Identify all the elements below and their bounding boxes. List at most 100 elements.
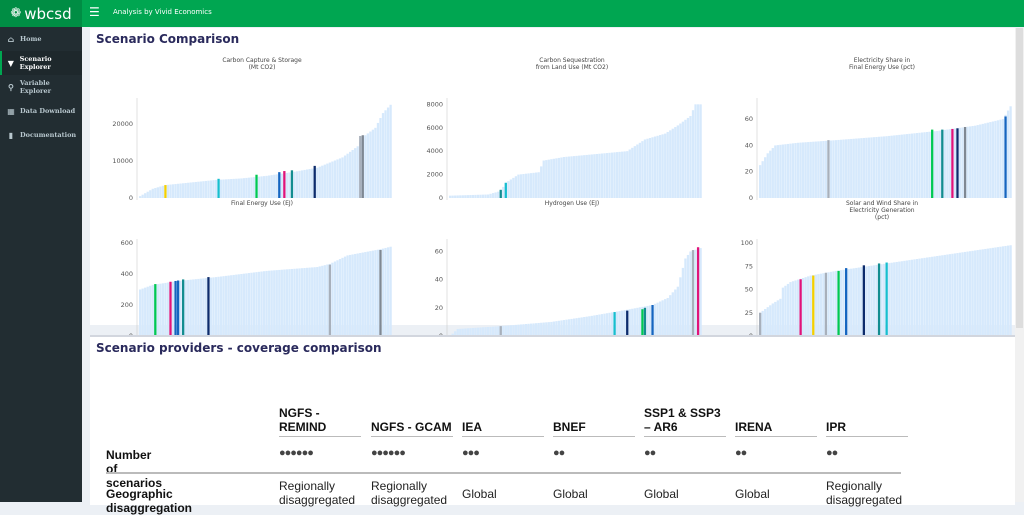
bar: [540, 322, 543, 336]
bar: [567, 156, 571, 198]
y-tick-label: 100: [741, 239, 753, 247]
book-icon: ▮: [8, 130, 14, 140]
bar: [588, 154, 591, 198]
bar: [888, 263, 891, 336]
chart-title: (Mt CO2): [249, 64, 276, 71]
bar: [766, 307, 769, 336]
chart-5[interactable]: Hydrogen Use (EJ) 0 20 40 60: [407, 193, 707, 353]
bar: [575, 318, 578, 336]
bar: [376, 249, 380, 336]
bar: [794, 143, 797, 198]
bar: [774, 301, 777, 336]
scrollbar[interactable]: [1015, 28, 1024, 502]
bar: [486, 326, 490, 336]
sidebar-item-scenario-explorer[interactable]: ▼ Scenario Explorer: [0, 51, 82, 75]
bar: [989, 248, 992, 336]
bar: [232, 274, 235, 336]
sidebar-item-label: Scenario Explorer: [19, 55, 52, 71]
bar: [479, 194, 482, 198]
bar: [968, 251, 972, 336]
bar: [204, 180, 208, 198]
scenario-count-dots: ●●: [644, 447, 656, 459]
bar: [273, 270, 276, 336]
geography-cell: Regionally disaggregated: [371, 479, 448, 507]
hamburger-menu-icon[interactable]: ☰: [89, 5, 100, 19]
y-tick-label: 600: [121, 239, 133, 247]
bar: [481, 327, 485, 336]
bar: [979, 249, 982, 336]
bar: [331, 262, 334, 336]
bar: [268, 270, 271, 336]
chart-2[interactable]: Carbon Sequestration from Land Use (Mt CO…: [407, 50, 707, 210]
chart-6[interactable]: Solar and Wind Share in Electricity Gener…: [717, 193, 1017, 353]
bar: [653, 303, 657, 336]
bar: [497, 191, 500, 198]
scrollbar-thumb[interactable]: [1016, 28, 1023, 328]
bar: [560, 157, 563, 198]
bar: [570, 156, 573, 198]
bar: [354, 148, 357, 198]
bar: [631, 147, 634, 198]
bar: [893, 135, 896, 198]
bar: [459, 195, 462, 198]
bar: [474, 194, 477, 198]
bar: [466, 328, 469, 336]
bar: [689, 251, 692, 336]
bar: [870, 137, 873, 198]
bar: [664, 133, 667, 198]
table-icon: ▦: [7, 106, 15, 116]
bar: [694, 249, 697, 336]
chart-1[interactable]: Carbon Capture & Storage (Mt CO2) 0 10000 20…: [97, 50, 397, 210]
bar: [648, 138, 652, 198]
sidebar-item-home[interactable]: ⌂ Home: [0, 27, 82, 51]
chart-3[interactable]: Electricity Share in Final Energy Use (pc…: [717, 50, 1017, 210]
bar: [474, 327, 477, 336]
bar: [895, 135, 898, 198]
bar: [598, 153, 601, 198]
sidebar-item-variable-explorer[interactable]: ⚲ Variable Explorer: [0, 75, 82, 99]
bar: [976, 250, 979, 336]
bar: [336, 159, 339, 198]
bar: [802, 142, 805, 198]
sidebar-item-documentation[interactable]: ▮ Documentation: [0, 123, 82, 147]
bar: [532, 323, 535, 336]
sidebar-item-data-download[interactable]: ▦ Data Download: [0, 99, 82, 123]
bar: [555, 158, 558, 198]
bar: [149, 285, 152, 336]
section-title: Scenario providers - coverage comparison: [96, 341, 382, 355]
bar: [316, 267, 319, 336]
bar: [262, 271, 266, 336]
bar: [476, 194, 480, 198]
bar: [933, 131, 936, 198]
bar: [915, 258, 919, 336]
bar: [827, 272, 830, 336]
bar: [354, 253, 357, 336]
bar: [981, 123, 984, 198]
bar: [466, 195, 469, 198]
geography-cell: Global: [462, 487, 497, 501]
bar: [839, 270, 843, 336]
bar: [459, 328, 462, 336]
bar: [759, 165, 762, 198]
bar: [570, 318, 573, 336]
bar: [595, 153, 599, 198]
bar: [898, 261, 901, 336]
bar: [311, 267, 314, 336]
bar: [552, 158, 556, 198]
bar: [590, 154, 593, 198]
bar: [384, 110, 387, 198]
bar: [293, 268, 296, 336]
bar: [252, 177, 256, 198]
bar: [547, 159, 550, 198]
bar: [1009, 106, 1012, 198]
bar: [305, 267, 309, 336]
bar: [149, 190, 152, 198]
bar: [628, 309, 631, 336]
bar: [943, 129, 946, 198]
provider-column-header: SSP1 & SSP3 – AR6: [644, 405, 726, 437]
bar: [235, 274, 238, 336]
bar: [913, 133, 916, 198]
bar: [268, 175, 271, 198]
chart-4[interactable]: Final Energy Use (EJ) 0 200 400 600: [97, 193, 397, 353]
logo[interactable]: ❁ wbcsd: [0, 0, 82, 27]
